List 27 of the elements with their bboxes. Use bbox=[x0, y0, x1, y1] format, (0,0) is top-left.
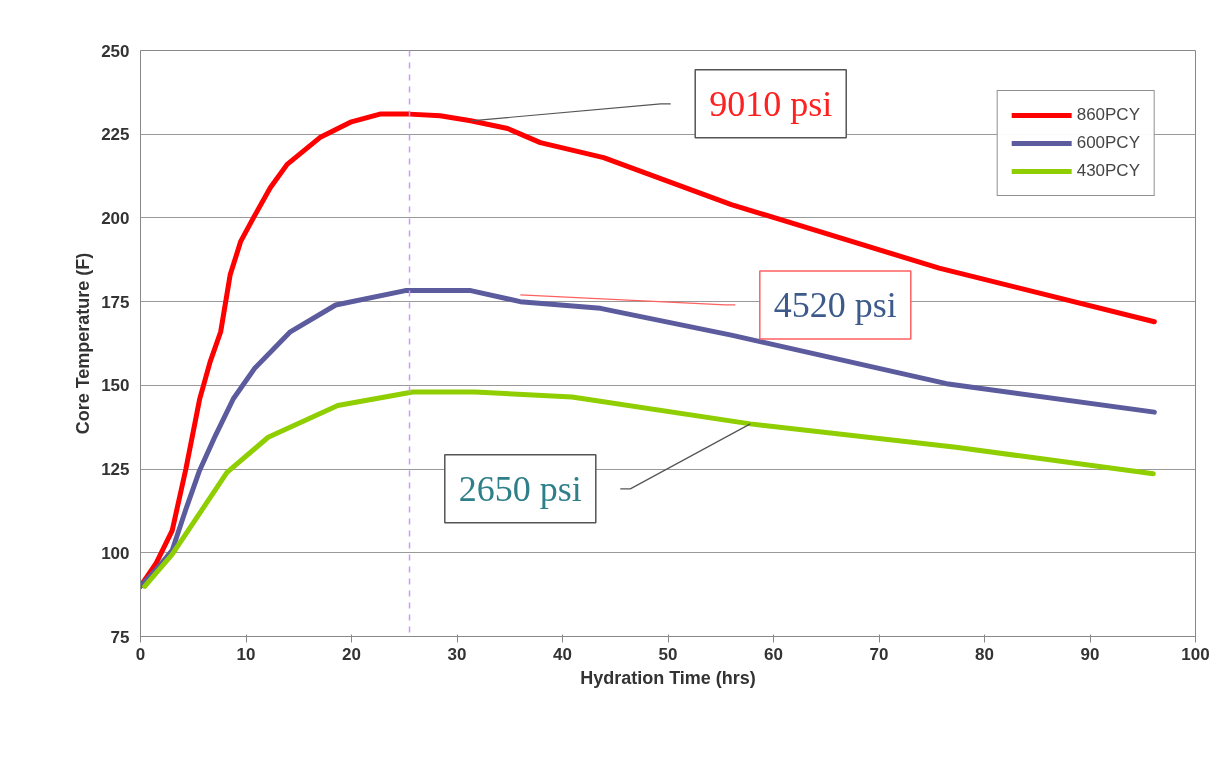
x-tick-label: 100 bbox=[1181, 644, 1210, 664]
y-tick-label: 100 bbox=[101, 543, 130, 563]
y-tick-label: 75 bbox=[110, 627, 130, 647]
legend-label: 600PCY bbox=[1076, 133, 1140, 153]
x-tick-label: 60 bbox=[764, 644, 783, 664]
y-tick-label: 150 bbox=[101, 376, 130, 396]
y-tick-label: 225 bbox=[101, 125, 130, 145]
annotation: 4520 psi bbox=[773, 284, 897, 325]
x-tick-label: 70 bbox=[869, 644, 889, 664]
x-tick-label: 0 bbox=[135, 644, 146, 664]
x-tick-label: 30 bbox=[447, 644, 467, 664]
legend-label: 430PCY bbox=[1076, 161, 1140, 181]
y-axis-title: Core Temperature (F) bbox=[73, 252, 94, 435]
annotation: 9010 psi bbox=[709, 83, 833, 124]
legend-label: 860PCY bbox=[1076, 105, 1140, 125]
y-tick-label: 175 bbox=[101, 292, 130, 312]
x-tick-label: 50 bbox=[658, 644, 678, 664]
y-tick-label: 200 bbox=[101, 208, 130, 228]
x-tick-label: 40 bbox=[553, 644, 572, 664]
x-tick-label: 20 bbox=[342, 644, 361, 664]
x-tick-label: 80 bbox=[975, 644, 994, 664]
y-tick-label: 250 bbox=[101, 41, 130, 61]
x-tick-label: 10 bbox=[236, 644, 256, 664]
annotation: 2650 psi bbox=[458, 468, 582, 509]
x-axis-title: Hydration Time (hrs) bbox=[580, 667, 756, 688]
x-tick-label: 90 bbox=[1080, 644, 1100, 664]
y-tick-label: 125 bbox=[101, 460, 130, 480]
